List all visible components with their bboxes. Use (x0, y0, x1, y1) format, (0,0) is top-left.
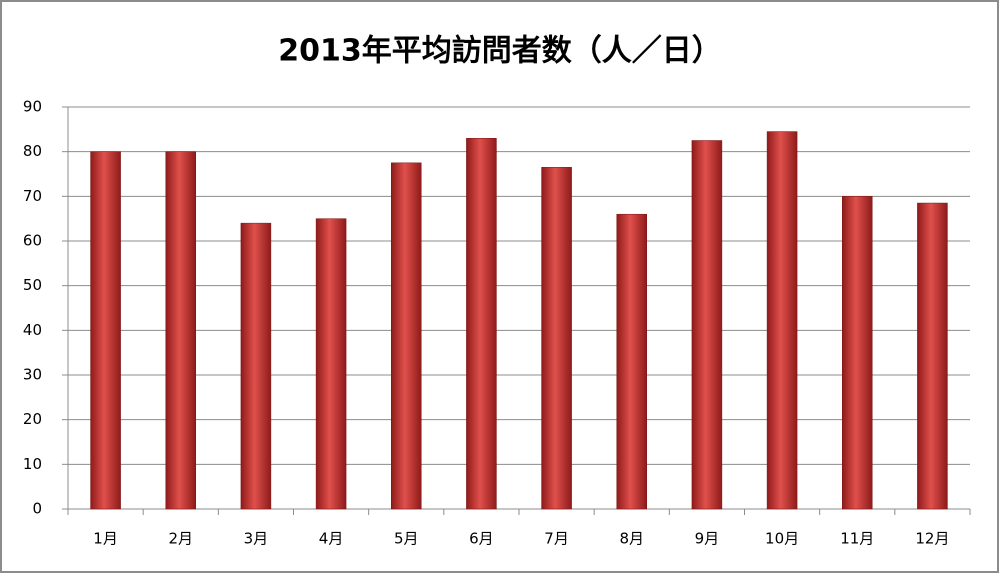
bar (616, 213, 647, 510)
x-tick-label: 2月 (168, 530, 193, 548)
y-tick-label: 20 (23, 410, 42, 428)
x-tick-label: 3月 (244, 530, 269, 548)
bar (917, 202, 948, 510)
y-tick-label: 70 (23, 187, 42, 205)
bar (165, 151, 196, 510)
y-tick-label: 0 (32, 500, 42, 518)
bar (466, 138, 497, 510)
chart-title: 2013年平均訪問者数（人／日） (278, 34, 722, 69)
bar (691, 140, 723, 510)
y-tick-label: 10 (23, 455, 42, 473)
y-tick-label: 60 (23, 232, 42, 250)
y-tick-label: 80 (23, 142, 42, 160)
x-tick-label: 12月 (915, 530, 949, 548)
x-tick-label: 9月 (695, 530, 720, 548)
y-tick-label: 50 (23, 276, 42, 294)
y-tick-label: 90 (23, 98, 42, 116)
bar (315, 218, 347, 510)
bar (541, 167, 572, 510)
y-tick-label: 40 (23, 321, 42, 339)
x-tick-label: 7月 (544, 530, 569, 548)
bar (766, 131, 798, 510)
x-tick-label: 10月 (765, 530, 799, 548)
x-tick-label: 5月 (394, 530, 419, 548)
bar (842, 196, 873, 510)
x-tick-label: 8月 (619, 530, 644, 548)
y-tick-label: 30 (23, 366, 42, 384)
x-tick-label: 1月 (93, 530, 118, 548)
bar (391, 162, 422, 510)
x-tick-label: 6月 (469, 530, 494, 548)
bar (90, 151, 121, 510)
x-tick-label: 4月 (319, 530, 344, 548)
x-tick-label: 11月 (840, 530, 874, 548)
bar (240, 222, 272, 510)
